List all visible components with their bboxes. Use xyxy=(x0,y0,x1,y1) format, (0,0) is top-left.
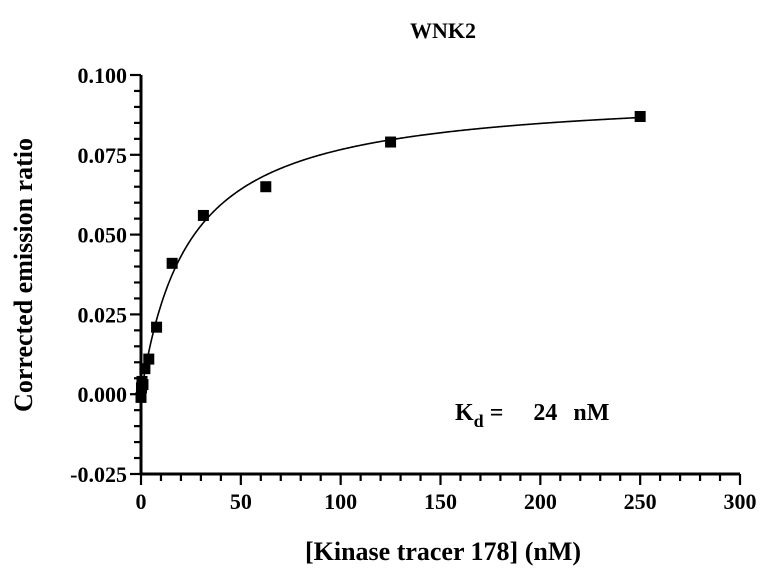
data-point xyxy=(143,353,155,365)
kd-symbol: K xyxy=(455,400,474,426)
y-tick-label: 0.075 xyxy=(78,143,128,168)
data-point xyxy=(385,136,397,148)
x-axis-title: [Kinase tracer 178] (nM) xyxy=(305,537,581,566)
kd-subscript: d xyxy=(474,411,484,431)
y-tick-label: -0.025 xyxy=(70,462,127,487)
y-tick-label: 0.050 xyxy=(78,223,128,248)
x-tick-label: 150 xyxy=(424,489,457,514)
data-point xyxy=(135,391,147,403)
y-tick-label: 0.025 xyxy=(78,302,128,327)
data-point xyxy=(139,363,151,375)
kd-annotation: Kd = 24 nM xyxy=(455,400,609,431)
kd-unit: nM xyxy=(573,400,609,426)
points-layer xyxy=(135,110,646,403)
x-tick-label: 300 xyxy=(724,489,757,514)
x-tick-label: 100 xyxy=(324,489,357,514)
tick-layer: 0 50 100 150 200 250 300 -0.025 0.000 0.025 0.050 0… xyxy=(70,63,756,514)
data-point xyxy=(151,321,163,333)
data-point xyxy=(634,110,646,122)
kd-value: 24 xyxy=(533,400,557,426)
y-tick-label: 0.100 xyxy=(78,63,128,88)
x-tick-label: 250 xyxy=(624,489,657,514)
data-point xyxy=(197,209,209,221)
y-axis-title: Corrected emission ratio xyxy=(9,138,38,412)
x-tick-label: 0 xyxy=(136,489,147,514)
y-tick-label: 0.000 xyxy=(78,382,128,407)
chart-title: WNK2 xyxy=(410,18,476,43)
axes xyxy=(139,75,740,476)
x-tick-label: 200 xyxy=(524,489,557,514)
fit-layer xyxy=(140,116,641,395)
data-point xyxy=(166,257,178,269)
data-point xyxy=(137,379,149,391)
kd-equals: = xyxy=(490,400,504,426)
fit-curve xyxy=(140,116,641,395)
data-point xyxy=(260,181,272,193)
x-tick-label: 50 xyxy=(230,489,252,514)
